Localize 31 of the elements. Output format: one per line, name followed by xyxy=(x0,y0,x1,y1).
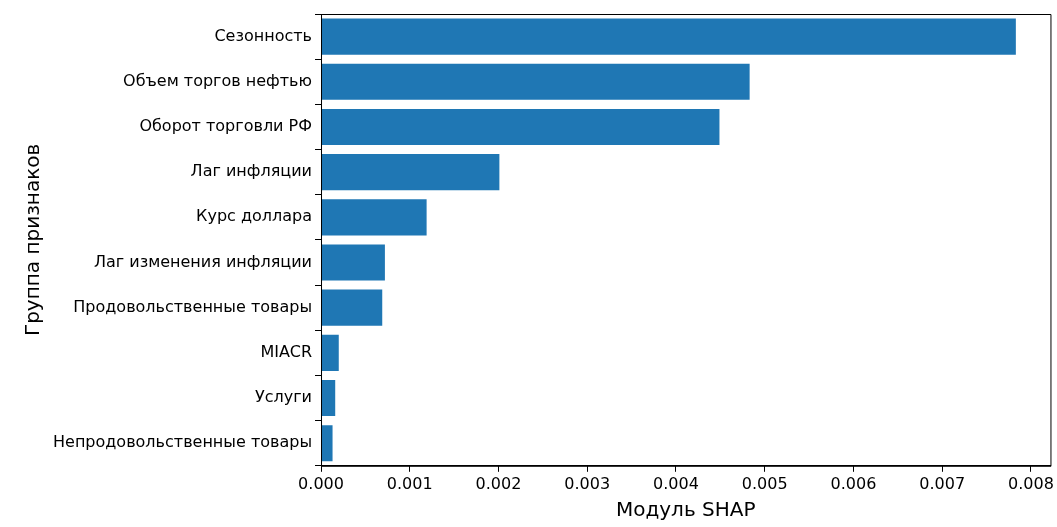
bar xyxy=(321,199,427,236)
y-tick-label: Услуги xyxy=(254,387,313,407)
bar xyxy=(321,154,500,191)
y-axis-title: Группа признаков xyxy=(20,143,45,337)
bar xyxy=(321,425,333,462)
y-tick-label: Продовольственные товары xyxy=(73,296,313,316)
bar xyxy=(321,18,1016,55)
x-tick-label: 0.006 xyxy=(830,473,877,493)
x-axis-title: Модуль SHAP xyxy=(615,497,756,522)
y-tick-label: Сезонность xyxy=(214,25,313,45)
x-tick-label: 0.001 xyxy=(386,473,433,493)
y-tick-label: Курс доллара xyxy=(196,206,313,226)
bar xyxy=(321,379,336,417)
bar xyxy=(321,244,385,281)
x-tick-label: 0.002 xyxy=(475,473,522,493)
x-tick-label: 0.005 xyxy=(741,473,788,493)
bar xyxy=(321,63,750,100)
y-tick-label: MIACR xyxy=(260,342,313,362)
y-tick-label: Непродовольственные товары xyxy=(53,432,313,452)
y-tick-label: Объем торгов нефтью xyxy=(123,70,313,90)
x-tick-label: 0.000 xyxy=(298,473,344,493)
x-tick-label: 0.008 xyxy=(1008,473,1054,493)
x-tick-label: 0.004 xyxy=(653,473,699,493)
x-tick-label: 0.003 xyxy=(564,473,611,493)
bar xyxy=(321,289,383,326)
y-tick-label: Лаг инфляции xyxy=(190,161,313,181)
x-tick-label: 0.007 xyxy=(919,473,966,493)
y-tick-label: Оборот торговли РФ xyxy=(139,116,313,136)
y-tick-label: Лаг изменения инфляции xyxy=(93,251,313,271)
bar xyxy=(321,108,720,146)
bar xyxy=(321,334,339,371)
